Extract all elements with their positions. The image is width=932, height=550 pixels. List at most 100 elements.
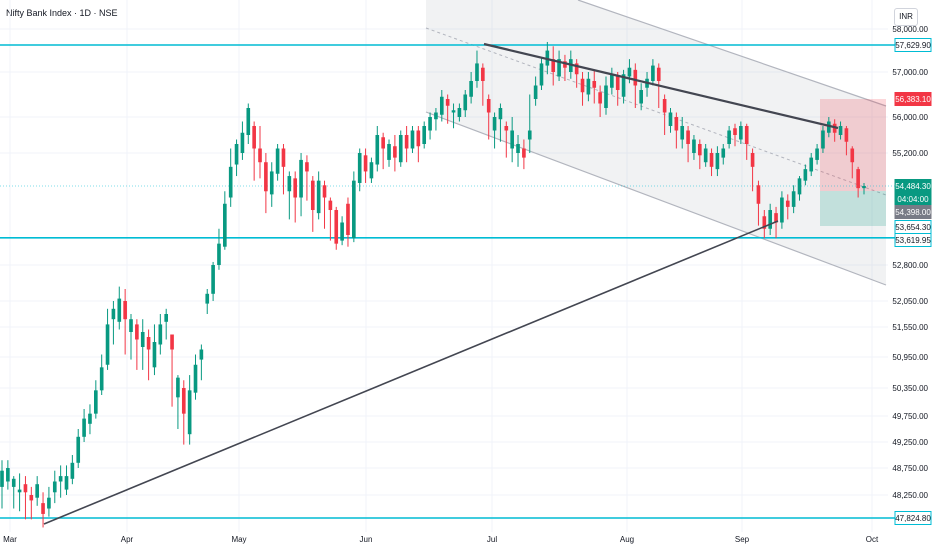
y-tick-label: 55,200.00 — [892, 149, 928, 158]
x-tick-label: Apr — [121, 535, 134, 544]
candle-body — [492, 117, 497, 131]
candle-body — [469, 81, 473, 97]
candle-body — [680, 126, 685, 140]
candle-body — [551, 59, 556, 72]
candle-body — [193, 364, 198, 393]
candle-body — [340, 222, 344, 241]
price-label: 53,654.30 — [895, 223, 931, 232]
candle-body — [11, 478, 16, 487]
candle-body — [129, 319, 133, 332]
candle-body — [363, 155, 368, 172]
candle-body — [41, 503, 45, 514]
candle-body — [627, 67, 632, 77]
candle-body — [82, 418, 86, 437]
candle-body — [287, 176, 292, 192]
candle-body — [797, 178, 802, 195]
candle-body — [387, 144, 391, 160]
candle-body — [357, 153, 362, 183]
candle-body — [574, 63, 579, 75]
candle-body — [856, 169, 860, 189]
x-tick-label: Sep — [735, 535, 750, 544]
candle-body — [47, 497, 51, 509]
candle-body — [586, 78, 591, 95]
candle-body — [791, 191, 796, 207]
candle-body — [768, 210, 772, 229]
candle-body — [176, 377, 180, 398]
candle-body — [563, 61, 567, 68]
candle-body — [123, 301, 127, 320]
candle-body — [709, 153, 714, 167]
price-label: 54,484.30 — [895, 182, 931, 191]
candle-body — [58, 476, 63, 482]
candle-body — [316, 180, 321, 214]
candle-body — [17, 489, 22, 493]
candle-body — [445, 99, 450, 106]
candle-body — [727, 130, 731, 144]
candle-body — [205, 293, 210, 304]
candle-body — [146, 337, 151, 350]
candle-body — [170, 334, 174, 350]
candle-body — [451, 110, 456, 113]
candle-body — [780, 197, 784, 223]
y-tick-label: 50,950.00 — [892, 353, 928, 362]
candle-body — [785, 200, 790, 207]
candle-body — [164, 314, 169, 322]
candle-body — [293, 178, 298, 198]
candle-body — [744, 126, 749, 144]
candle-body — [826, 121, 831, 133]
candle-body — [774, 213, 778, 223]
channel-lower-line — [425, 111, 887, 286]
candle-body — [352, 180, 356, 239]
candle-body — [498, 108, 503, 120]
candle-body — [111, 308, 116, 320]
x-tick-label: May — [231, 535, 246, 544]
price-label: 04:04:00 — [897, 195, 929, 204]
price-label: 53,619.95 — [895, 236, 931, 245]
price-label-box — [894, 92, 932, 106]
candle-body — [158, 324, 163, 345]
candle-body — [375, 135, 380, 165]
candle-body — [64, 476, 69, 490]
candle-body — [88, 413, 92, 424]
candle-body — [428, 117, 432, 131]
candle-body — [264, 162, 268, 192]
candle-body — [557, 59, 561, 77]
currency-selector[interactable]: INR — [894, 8, 918, 26]
price-label: 56,383.10 — [895, 95, 931, 104]
candle-body — [223, 203, 227, 247]
candle-body — [516, 144, 520, 153]
candle-body — [815, 148, 819, 160]
candle-body — [639, 90, 643, 104]
candle-body — [580, 78, 585, 93]
price-label: 57,629.90 — [895, 41, 931, 50]
candle-body — [228, 166, 233, 198]
candle-body — [633, 69, 638, 86]
resistance-trendline — [483, 42, 839, 130]
candle-body — [750, 153, 755, 167]
candle-body — [809, 157, 814, 172]
candle-body — [733, 128, 737, 135]
candle-body — [434, 112, 438, 120]
candle-body — [305, 162, 309, 172]
candle-body — [269, 171, 274, 195]
candle-body — [475, 63, 479, 81]
candle-body — [481, 67, 485, 81]
price-label: 54,398.00 — [895, 208, 931, 217]
candle-body — [0, 470, 4, 487]
candle-body — [539, 63, 544, 86]
candle-body — [76, 436, 81, 463]
candle-body — [703, 148, 708, 163]
candle-body — [610, 74, 614, 88]
candle-body — [692, 139, 696, 153]
candle-body — [217, 243, 221, 265]
candle-body — [486, 99, 491, 113]
x-tick-label: Aug — [620, 535, 634, 544]
candle-body — [94, 390, 98, 414]
candle-body — [322, 185, 327, 198]
y-tick-label: 52,800.00 — [892, 261, 928, 270]
candle-body — [598, 92, 602, 104]
stop-zone — [820, 99, 886, 191]
candle-body — [52, 481, 57, 493]
